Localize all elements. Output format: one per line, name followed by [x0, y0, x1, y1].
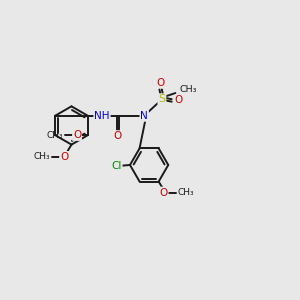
Text: NH: NH	[94, 111, 110, 121]
Text: O: O	[113, 131, 122, 141]
Text: Cl: Cl	[111, 161, 122, 171]
Text: O: O	[73, 130, 81, 140]
Text: CH₃: CH₃	[47, 130, 64, 140]
Text: S: S	[158, 94, 166, 104]
Text: O: O	[157, 77, 165, 88]
Text: CH₃: CH₃	[179, 85, 196, 94]
Text: CH₃: CH₃	[34, 152, 51, 161]
Text: O: O	[160, 188, 168, 198]
Text: O: O	[174, 95, 183, 105]
Text: CH₃: CH₃	[178, 188, 194, 197]
Text: N: N	[140, 111, 148, 121]
Text: O: O	[60, 152, 68, 162]
